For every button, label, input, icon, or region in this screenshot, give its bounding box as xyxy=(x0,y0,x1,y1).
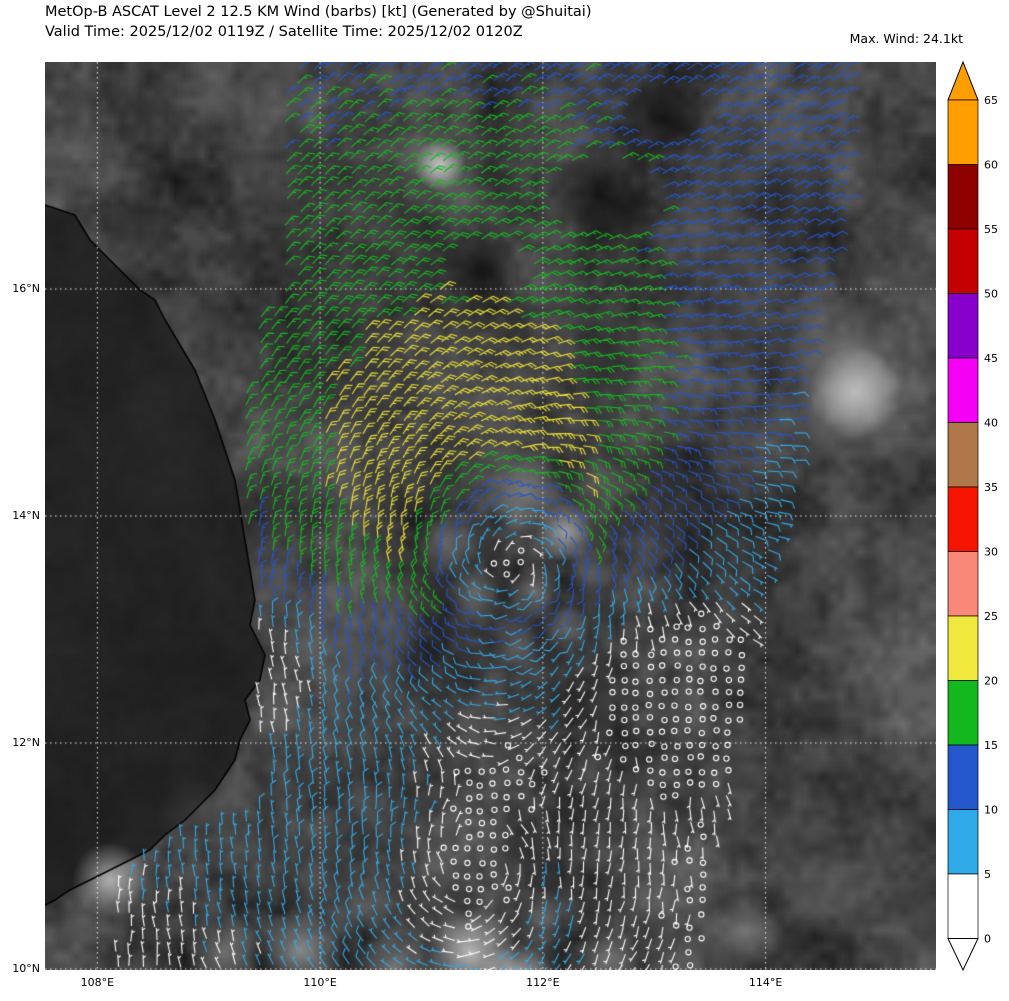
wind-map xyxy=(45,62,936,970)
lon-tick-label: 114°E xyxy=(748,976,783,989)
colorbar-tick-label: 0 xyxy=(984,933,991,946)
colorbar-segment xyxy=(947,744,979,810)
colorbar-tick-label: 65 xyxy=(984,94,998,107)
colorbar-segment xyxy=(947,422,979,488)
colorbar-tick-label: 25 xyxy=(984,610,998,623)
colorbar-tick-label: 45 xyxy=(984,352,998,365)
colorbar-tick-label: 10 xyxy=(984,804,998,817)
colorbar-segment xyxy=(947,873,979,939)
lat-tick-label: 14°N xyxy=(12,509,40,522)
colorbar-segment xyxy=(947,357,979,423)
colorbar-tick-label: 35 xyxy=(984,481,998,494)
colorbar-tick-label: 55 xyxy=(984,223,998,236)
colorbar-tick-label: 5 xyxy=(984,868,991,881)
colorbar-segment xyxy=(947,293,979,359)
colorbar-segment xyxy=(947,680,979,746)
colorbar-tick-label: 50 xyxy=(984,288,998,301)
lat-tick-label: 10°N xyxy=(12,962,40,975)
lon-tick-label: 108°E xyxy=(80,976,115,989)
colorbar-segment xyxy=(947,486,979,552)
colorbar-tick-label: 30 xyxy=(984,546,998,559)
colorbar-segment xyxy=(947,99,979,165)
colorbar-tick-label: 20 xyxy=(984,675,998,688)
chart-title: MetOp-B ASCAT Level 2 12.5 KM Wind (barb… xyxy=(45,4,592,20)
satellite-wind-canvas xyxy=(45,62,936,970)
colorbar-over-arrow xyxy=(947,60,979,101)
colorbar-segment xyxy=(947,809,979,875)
lon-tick-label: 112°E xyxy=(526,976,560,989)
lat-tick-label: 12°N xyxy=(12,736,40,749)
colorbar-under-arrow xyxy=(947,938,979,972)
colorbar-tick-label: 40 xyxy=(984,417,998,430)
colorbar-segment xyxy=(947,615,979,681)
colorbar-tick-label: 15 xyxy=(984,739,998,752)
colorbar-tick-label: 60 xyxy=(984,159,998,172)
colorbar-segment xyxy=(947,228,979,294)
lat-tick-label: 16°N xyxy=(12,282,40,295)
max-wind-label: Max. Wind: 24.1kt xyxy=(849,31,963,46)
chart-subtitle: Valid Time: 2025/12/02 0119Z / Satellite… xyxy=(45,24,523,40)
lon-tick-label: 110°E xyxy=(303,976,337,989)
colorbar-segment xyxy=(947,551,979,617)
colorbar-segment xyxy=(947,164,979,230)
